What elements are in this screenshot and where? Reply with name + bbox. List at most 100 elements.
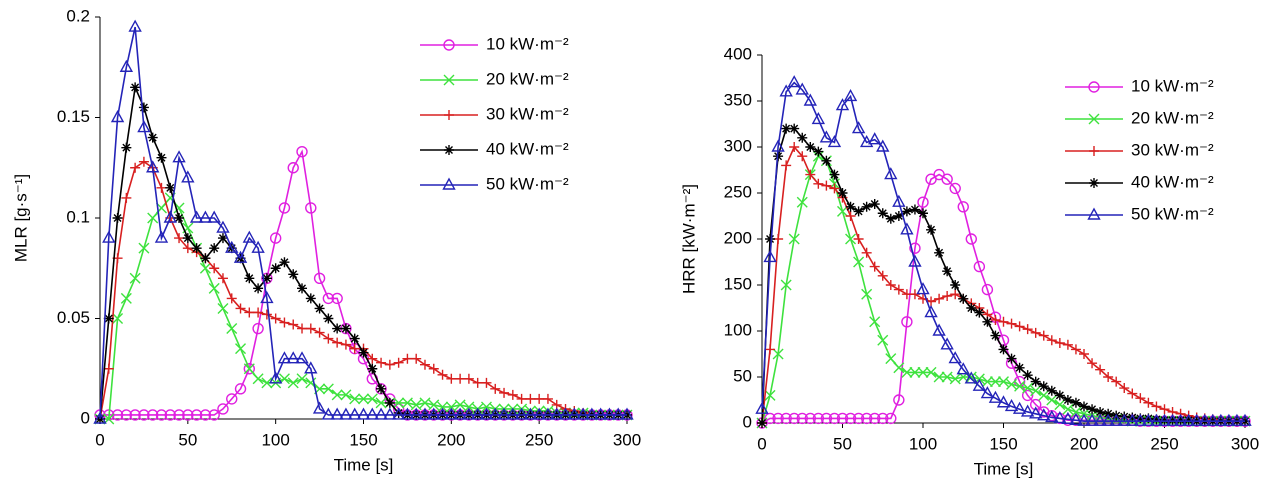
data-point: [813, 146, 824, 157]
data-point: [885, 412, 897, 425]
data-point: [829, 169, 840, 180]
data-point: [463, 401, 475, 413]
data-point: [1101, 413, 1115, 426]
data-point: [805, 169, 816, 180]
data-point: [1029, 406, 1043, 419]
data-point: [138, 242, 150, 254]
data-point: [155, 409, 168, 421]
data-point: [1006, 353, 1017, 364]
data-point: [419, 397, 431, 409]
data-point: [217, 273, 228, 284]
data-point: [860, 412, 873, 425]
data-point: [391, 407, 406, 420]
data-point: [772, 348, 784, 360]
data-point: [209, 263, 220, 274]
data-point: [514, 407, 529, 420]
data-point: [788, 412, 800, 425]
data-point: [523, 407, 538, 420]
data-point: [797, 132, 808, 143]
data-point: [1238, 413, 1252, 426]
data-point: [1127, 412, 1138, 423]
data-point: [1125, 413, 1139, 426]
data-point: [297, 283, 308, 294]
data-point: [942, 266, 953, 277]
x-axis-label: Time [s]: [334, 455, 394, 474]
legend-marker: [443, 74, 455, 86]
data-point: [542, 393, 553, 404]
data-point: [534, 393, 545, 404]
legend-marker: [442, 177, 456, 190]
legend-label: 10 kW·m⁻²: [486, 34, 569, 53]
data-point: [1029, 398, 1042, 411]
data-point: [321, 407, 336, 420]
data-point: [885, 280, 896, 290]
data-point: [550, 407, 564, 420]
y-tick-label: 300: [724, 136, 752, 155]
data-point: [1079, 349, 1089, 359]
data-point: [147, 212, 159, 224]
data-point: [437, 401, 449, 413]
data-point: [384, 397, 395, 408]
data-point: [470, 407, 485, 420]
x-tick-label: 0: [757, 434, 766, 453]
data-point: [455, 373, 466, 384]
data-point: [819, 130, 834, 143]
data-point: [173, 409, 185, 421]
y-tick-label: 200: [724, 228, 752, 247]
data-point: [989, 376, 1001, 388]
data-point: [462, 407, 476, 420]
data-point: [367, 363, 378, 374]
data-point: [820, 412, 833, 425]
data-point: [182, 409, 194, 421]
data-point: [216, 220, 230, 233]
data-point: [314, 327, 325, 338]
data-point: [226, 323, 238, 335]
data-point: [375, 397, 387, 409]
data-point: [845, 201, 856, 212]
data-point: [893, 284, 904, 295]
data-point: [925, 366, 937, 378]
data-point: [765, 344, 776, 355]
data-point: [322, 383, 334, 395]
legend-marker: [443, 39, 455, 51]
data-point: [1054, 337, 1065, 348]
data-point: [821, 180, 832, 191]
data-point: [835, 98, 850, 111]
data-point: [181, 170, 195, 183]
data-point: [1190, 413, 1204, 426]
data-point: [1103, 372, 1114, 382]
data-point: [821, 155, 832, 166]
data-point: [225, 240, 239, 253]
data-point: [226, 393, 238, 405]
y-axis-label: HRR [kW·m⁻²]: [679, 184, 698, 294]
data-point: [480, 401, 492, 413]
data-point: [843, 88, 858, 102]
data-point: [1006, 318, 1017, 329]
data-point: [356, 407, 371, 420]
data-point: [1069, 412, 1083, 425]
data-point: [156, 152, 167, 163]
data-point: [261, 309, 272, 320]
data-point: [990, 330, 1001, 341]
data-point: [917, 196, 929, 208]
data-point: [1143, 413, 1154, 424]
data-point: [957, 201, 969, 213]
data-point: [567, 407, 581, 420]
data-point: [217, 403, 229, 415]
data-point: [558, 407, 573, 420]
data-point: [233, 250, 248, 263]
data-point: [796, 196, 808, 208]
data-point: [296, 145, 308, 158]
data-point: [156, 182, 167, 193]
data-point: [331, 389, 343, 401]
data-point: [279, 317, 290, 328]
data-point: [323, 313, 334, 324]
data-point: [1054, 390, 1065, 401]
data-point: [1198, 413, 1212, 426]
data-point: [1022, 370, 1033, 381]
data-point: [576, 407, 590, 420]
data-point: [797, 151, 808, 162]
data-point: [853, 256, 865, 268]
data-point: [297, 323, 308, 334]
data-point: [130, 82, 141, 93]
